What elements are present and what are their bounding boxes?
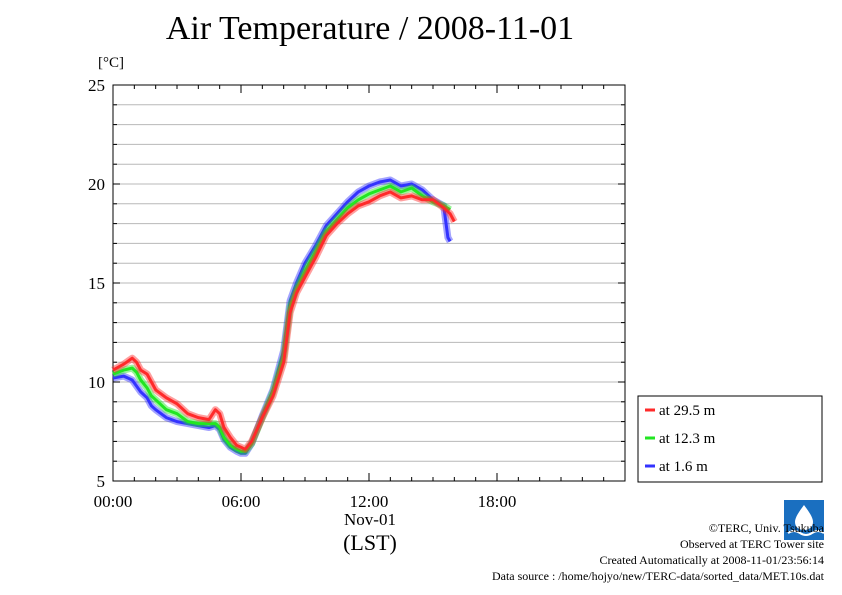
legend: at 29.5 m at 12.3 m at 1.6 m xyxy=(637,395,823,483)
y-tick-label: 5 xyxy=(97,472,106,491)
series-group xyxy=(111,176,458,457)
series-line xyxy=(112,190,456,451)
y-tick-label: 15 xyxy=(88,274,105,293)
x-tick-label: 12:00 xyxy=(350,492,389,511)
x-axis-date-label: Nov-01 xyxy=(344,510,396,529)
grid-lines xyxy=(113,104,625,462)
y-axis-unit: [°C] xyxy=(98,55,124,71)
copyright-text: ©TERC, Univ. Tsukuba xyxy=(708,521,824,535)
terc-logo-icon xyxy=(784,500,824,540)
legend-label: at 12.3 m xyxy=(659,431,716,447)
created-text: Created Automatically at 2008-11-01/23:5… xyxy=(599,553,824,567)
x-axis-timezone-label: (LST) xyxy=(343,530,397,555)
series-halo xyxy=(112,176,454,457)
source-text: Data source : /home/hojyo/new/TERC-data/… xyxy=(491,569,824,583)
legend-box xyxy=(637,395,823,483)
series-halo xyxy=(111,182,452,455)
legend-label: at 29.5 m xyxy=(659,403,716,419)
legend-label: at 1.6 m xyxy=(659,459,708,475)
x-tick-label: 06:00 xyxy=(222,492,261,511)
y-tick-label: 20 xyxy=(88,175,105,194)
x-tick-label: 18:00 xyxy=(478,492,517,511)
y-tick-label: 10 xyxy=(88,373,105,392)
observed-text: Observed at TERC Tower site xyxy=(679,537,824,551)
chart-title: Air Temperature / 2008-11-01 xyxy=(165,10,575,47)
x-tick-label: 00:00 xyxy=(94,492,133,511)
credits-block: ©TERC, Univ. Tsukuba Observed at TERC To… xyxy=(492,520,824,584)
axis-ticks: 5 10 15 20 25 00:00 06:00 12:00 18:00 xyxy=(88,76,626,511)
y-tick-label: 25 xyxy=(88,76,105,95)
